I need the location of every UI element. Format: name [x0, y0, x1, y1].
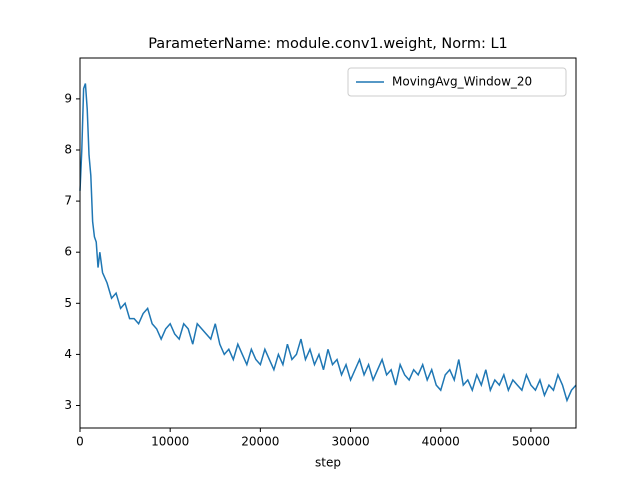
chart-title: ParameterName: module.conv1.weight, Norm…: [148, 36, 508, 52]
x-axis-label: step: [315, 456, 341, 470]
y-tick-label: 5: [64, 296, 72, 310]
legend-box: [347, 67, 567, 97]
y-tick-label: 7: [64, 194, 72, 208]
legend-label: MovingAvg_Window_20: [392, 75, 532, 89]
y-tick-label: 6: [64, 245, 72, 259]
y-tick-label: 4: [64, 347, 72, 361]
x-tick-label: 30000: [331, 435, 369, 449]
plot-frame: [79, 57, 577, 429]
x-tick-label: 40000: [422, 435, 460, 449]
y-tick-label: 8: [64, 142, 72, 156]
x-tick-label: 50000: [512, 435, 550, 449]
y-tick-label: 9: [64, 91, 72, 105]
y-tick-label: 3: [64, 398, 72, 412]
x-tick-label: 20000: [241, 435, 279, 449]
data-line: [79, 83, 577, 403]
x-tick-label: 0: [76, 435, 84, 449]
x-tick-label: 10000: [151, 435, 189, 449]
